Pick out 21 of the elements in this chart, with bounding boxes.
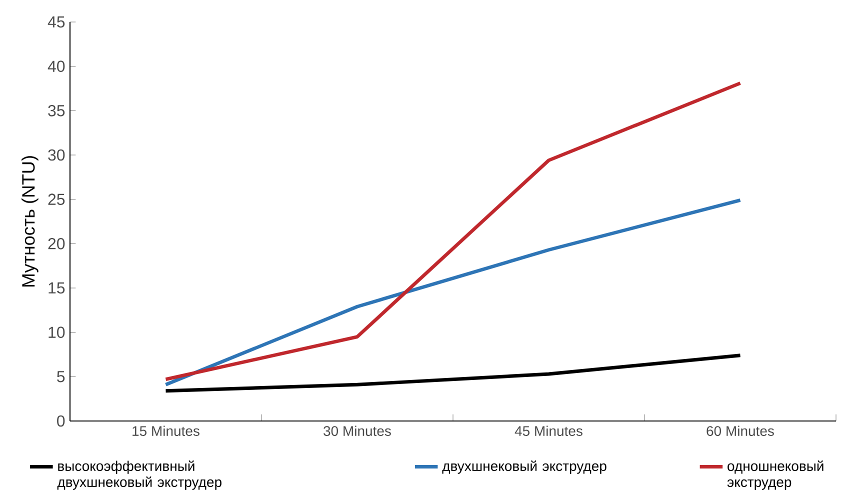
x-tick-label: 15 Minutes	[132, 426, 200, 436]
y-tick-label: 45	[48, 16, 65, 28]
y-tick-label: 15	[48, 282, 65, 294]
y-tick-label: 30	[48, 149, 65, 161]
x-tick-label: 30 Minutes	[324, 426, 391, 436]
y-tick-label: 5	[57, 371, 65, 382]
y-tick-label: 25	[48, 194, 65, 205]
line-series	[164, 198, 742, 386]
x-tick-label: 45 Minutes	[514, 426, 582, 436]
line-series	[164, 81, 742, 382]
y-tick-label: 35	[48, 105, 65, 116]
y-tick-label: 0	[57, 415, 65, 427]
legend-label: высокоэффективный двухшнековый экструдер	[57, 460, 222, 490]
line-series	[164, 354, 742, 393]
y-axis-title: Мутность (NTU)	[22, 156, 38, 287]
x-tick-label: 60 Minutes	[706, 426, 774, 436]
legend-label: двухшнековый экструдер	[442, 460, 606, 474]
y-tick-label: 10	[48, 326, 65, 338]
y-tick-label: 40	[48, 60, 65, 72]
legend-label: одношнековый экструдер	[727, 460, 824, 490]
y-tick-label: 20	[48, 238, 65, 250]
